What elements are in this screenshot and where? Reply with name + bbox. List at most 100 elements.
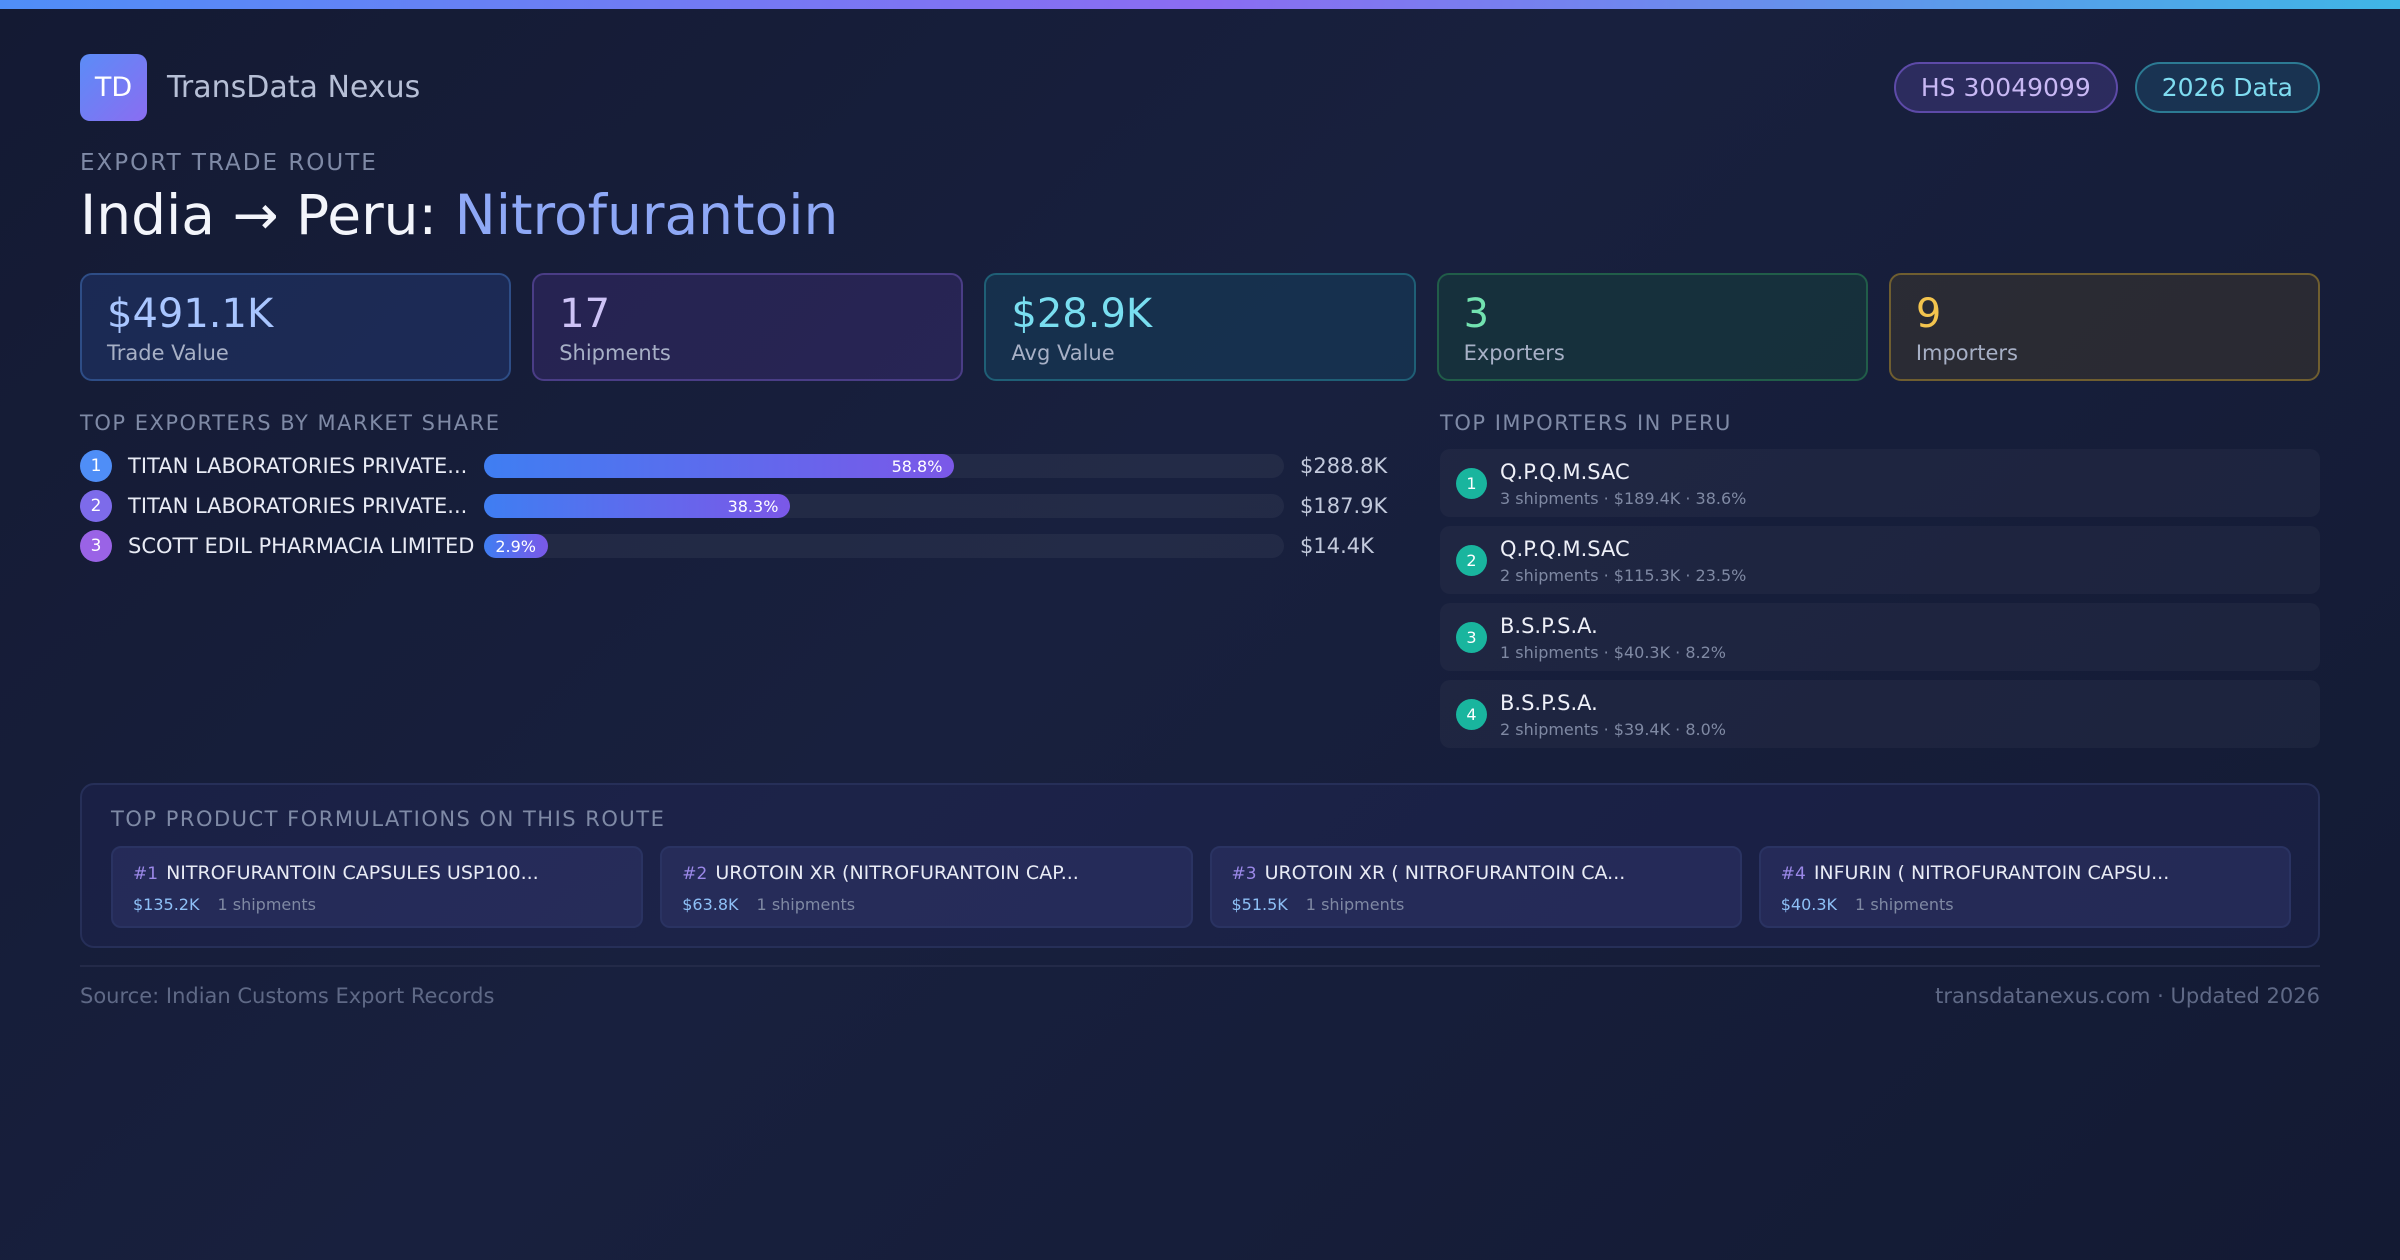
page: TD TransData Nexus HS 30049099 2026 Data… (80, 0, 2321, 1260)
rank-badge: 3 (1456, 622, 1487, 653)
product-shipments: 1 shipments (217, 895, 317, 914)
product-value: $135.2K (133, 895, 200, 914)
rank-badge: 4 (1456, 699, 1487, 730)
importer-meta: 3 shipments · $189.4K · 38.6% (1500, 489, 1747, 508)
product-card[interactable]: #4 INFURIN ( NITROFURANTOIN CAPSU... $40.… (1758, 846, 2291, 928)
exporter-row[interactable]: 2 TITAN LABORATORIES PRIVATE... 38.3% $1… (80, 490, 1387, 522)
products-section: TOP PRODUCT FORMULATIONS ON THIS ROUTE #… (80, 783, 2320, 948)
product-value: $51.5K (1231, 895, 1288, 914)
page-title: India → Peru: Nitrofurantoin (80, 183, 838, 247)
product-rank: #1 (133, 864, 159, 884)
badges: HS 30049099 2026 Data (1893, 62, 2320, 113)
exporter-name: TITAN LABORATORIES PRIVATE... (128, 454, 468, 478)
product-card[interactable]: #1 NITROFURANTOIN CAPSULES USP100... $135… (111, 846, 644, 928)
product-title: #2 UROTOIN XR (NITROFURANTOIN CAP... (682, 862, 1170, 884)
product-name: NITROFURANTOIN CAPSULES USP100... (166, 862, 539, 884)
share-bar-fill: 2.9% (484, 534, 548, 558)
product-meta: $135.2K 1 shipments (133, 895, 621, 914)
importer-name: Q.P.Q.M.SAC (1500, 537, 1630, 561)
logo: TD (80, 54, 147, 121)
importer-name: B.S.P.S.A. (1500, 691, 1598, 715)
importer-meta: 2 shipments · $115.3K · 23.5% (1500, 566, 1747, 585)
rank-badge: 3 (80, 530, 112, 562)
product-card[interactable]: #2 UROTOIN XR (NITROFURANTOIN CAP... $63.… (660, 846, 1193, 928)
exporters-section: TOP EXPORTERS BY MARKET SHARE 1 TITAN LA… (80, 411, 1387, 562)
footer-site-link[interactable]: transdatanexus.com · Updated 2026 (1935, 984, 2320, 1008)
products-heading: TOP PRODUCT FORMULATIONS ON THIS ROUTE (111, 807, 666, 831)
share-bar-track: 58.8% (484, 454, 1284, 478)
product-meta: $63.8K 1 shipments (682, 895, 1170, 914)
product-card[interactable]: #3 UROTOIN XR ( NITROFURANTOIN CA... $51.… (1209, 846, 1742, 928)
exporter-name: SCOTT EDIL PHARMACIA LIMITED (128, 534, 475, 558)
stat-avg-value: $28.9K Avg Value (984, 273, 1416, 381)
product-shipments: 1 shipments (1855, 895, 1954, 914)
share-bar-fill: 38.3% (484, 494, 791, 518)
route-eyebrow: EXPORT TRADE ROUTE (80, 150, 378, 176)
stat-value: 9 (1915, 291, 1942, 337)
share-label: 58.8% (891, 456, 943, 476)
product-value: $63.8K (682, 895, 739, 914)
product-shipments: 1 shipments (756, 895, 856, 914)
title-product: Nitrofurantoin (454, 183, 839, 247)
product-meta: $51.5K 1 shipments (1232, 895, 1720, 914)
product-title: #3 UROTOIN XR ( NITROFURANTOIN CA... (1232, 862, 1720, 884)
share-label: 2.9% (495, 536, 536, 556)
importer-name: B.S.P.S.A. (1500, 614, 1598, 638)
importer-card[interactable]: 1 Q.P.Q.M.SAC 3 shipments · $189.4K · 38… (1440, 449, 2320, 517)
hs-code-badge: HS 30049099 (1893, 62, 2118, 113)
stat-label: Avg Value (1011, 341, 1115, 365)
product-value: $40.3K (1780, 895, 1838, 914)
product-title: #4 INFURIN ( NITROFURANTOIN CAPSU... (1781, 862, 2269, 884)
product-rank: #2 (682, 864, 708, 884)
product-rank: #4 (1780, 864, 1806, 884)
footer-source: Source: Indian Customs Export Records (80, 984, 495, 1008)
importers-section: TOP IMPORTERS IN PERU 1 Q.P.Q.M.SAC 3 sh… (1440, 411, 2320, 739)
stat-value: $491.1K (107, 291, 274, 337)
stat-value: 3 (1463, 291, 1490, 337)
stat-label: Importers (1915, 341, 2019, 365)
product-shipments: 1 shipments (1305, 895, 1405, 914)
product-rank: #3 (1231, 864, 1257, 884)
product-name: INFURIN ( NITROFURANTOIN CAPSU... (1813, 862, 2170, 884)
stat-trade-value: $491.1K Trade Value (80, 273, 512, 381)
importers-heading: TOP IMPORTERS IN PERU (1440, 411, 1732, 435)
rank-badge: 1 (80, 450, 112, 482)
share-bar-track: 2.9% (484, 534, 1284, 558)
importer-card[interactable]: 2 Q.P.Q.M.SAC 2 shipments · $115.3K · 23… (1440, 526, 2320, 594)
rank-badge: 2 (80, 490, 112, 522)
stat-value: 17 (559, 291, 611, 337)
product-meta: $40.3K 1 shipments (1781, 895, 2269, 914)
stat-importers: 9 Importers (1888, 273, 2321, 381)
rank-badge: 1 (1456, 468, 1487, 499)
exporters-heading: TOP EXPORTERS BY MARKET SHARE (80, 411, 501, 435)
accent-bar (0, 0, 2400, 9)
products-row: #1 NITROFURANTOIN CAPSULES USP100... $135… (111, 846, 2291, 928)
share-label: 38.3% (727, 496, 779, 516)
brand-name: TransData Nexus (167, 70, 421, 105)
product-title: #1 NITROFURANTOIN CAPSULES USP100... (133, 862, 621, 884)
exporter-row[interactable]: 3 SCOTT EDIL PHARMACIA LIMITED 2.9% $14.… (80, 530, 1380, 562)
stat-label: Shipments (559, 341, 671, 365)
stats-row: $491.1K Trade Value 17 Shipments $28.9K … (80, 273, 2321, 381)
footer-divider (80, 965, 2320, 967)
importer-meta: 2 shipments · $39.4K · 8.0% (1500, 720, 1726, 739)
share-bar-track: 38.3% (484, 494, 1284, 518)
title-route: India → Peru: (80, 183, 455, 247)
product-name: UROTOIN XR ( NITROFURANTOIN CA... (1264, 862, 1626, 884)
importer-card[interactable]: 4 B.S.P.S.A. 2 shipments · $39.4K · 8.0% (1440, 680, 2320, 748)
stat-value: $28.9K (1011, 291, 1153, 337)
stat-label: Trade Value (107, 341, 229, 365)
importer-meta: 1 shipments · $40.3K · 8.2% (1500, 643, 1726, 662)
share-bar-fill: 58.8% (484, 454, 955, 478)
exporter-value: $14.4K (1300, 534, 1374, 558)
brand[interactable]: TD TransData Nexus (80, 54, 420, 121)
stat-label: Exporters (1463, 341, 1565, 365)
exporter-row[interactable]: 1 TITAN LABORATORIES PRIVATE... 58.8% $2… (80, 450, 1387, 482)
data-year-badge: 2026 Data (2134, 62, 2320, 113)
importer-card[interactable]: 3 B.S.P.S.A. 1 shipments · $40.3K · 8.2% (1440, 603, 2320, 671)
stat-exporters: 3 Exporters (1436, 273, 1868, 381)
product-name: UROTOIN XR (NITROFURANTOIN CAP... (715, 862, 1079, 884)
exporter-value: $288.8K (1300, 454, 1388, 478)
exporter-value: $187.9K (1300, 494, 1388, 518)
importer-name: Q.P.Q.M.SAC (1500, 460, 1630, 484)
